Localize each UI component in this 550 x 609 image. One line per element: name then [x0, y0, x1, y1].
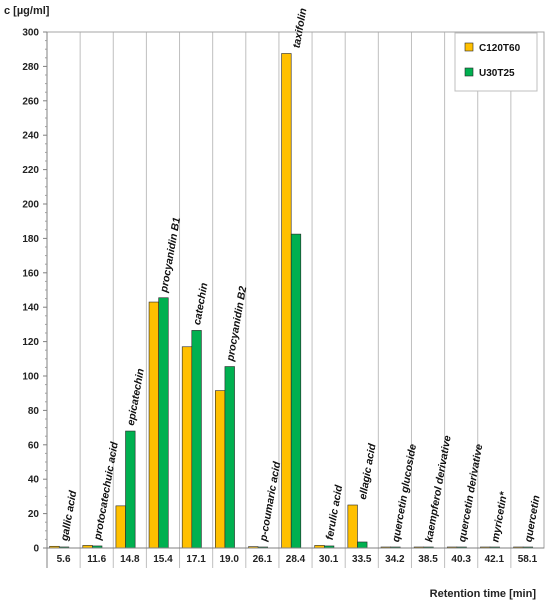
legend-label: U30T25: [479, 68, 515, 79]
x-tick-label: 26.1: [253, 554, 273, 565]
y-tick-label: 40: [28, 475, 40, 486]
bar-u30t25: [290, 233, 302, 549]
bar-u30t25: [125, 430, 136, 549]
y-axis-label: c [µg/ml]: [4, 5, 50, 17]
y-tick-label: 200: [22, 200, 39, 211]
x-tick-label: 38.5: [418, 554, 438, 565]
y-tick-label: 20: [28, 509, 40, 520]
bar-c120t60: [347, 504, 358, 549]
legend: C120T60 U30T25: [454, 32, 538, 92]
legend-label: C120T60: [479, 43, 521, 54]
axis-layer: 0 20 40 60 80 100 120 140 160 180 200 220 240 260 280 3…: [22, 28, 544, 568]
y-tick-label: 180: [22, 234, 39, 245]
y-tick-label: 220: [22, 165, 39, 176]
x-axis-label: Retention time [min]: [430, 588, 537, 600]
bar-c120t60: [148, 301, 159, 549]
legend-swatch: [464, 67, 474, 77]
y-tick-label: 280: [22, 62, 39, 73]
x-tick-label: 11.6: [87, 554, 106, 565]
y-tick-label: 140: [22, 303, 39, 314]
x-tick-label: 34.2: [385, 554, 405, 565]
y-tick-label: 100: [22, 372, 39, 383]
x-tick-label: 33.5: [352, 554, 372, 565]
y-tick-label: 120: [22, 337, 39, 348]
bar-c120t60: [215, 390, 226, 549]
y-tick-label: 80: [28, 406, 40, 417]
x-tick-label: 40.3: [451, 554, 471, 565]
x-tick-label: 14.8: [120, 554, 140, 565]
x-tick-label: 30.1: [319, 554, 339, 565]
y-tick-label: 300: [22, 28, 39, 39]
bar-c120t60: [115, 505, 126, 549]
y-tick-label: 0: [33, 544, 39, 555]
bar-u30t25: [158, 297, 169, 549]
bar-c120t60: [181, 346, 193, 549]
legend-box: [454, 32, 538, 92]
y-tick-label: 240: [22, 131, 39, 142]
x-tick-label: 19.0: [219, 554, 239, 565]
x-tick-label: 17.1: [186, 554, 206, 565]
y-tick-label: 260: [22, 96, 39, 107]
bar-u30t25: [357, 541, 368, 549]
x-tick-label: 15.4: [153, 554, 173, 565]
legend-swatch: [464, 42, 474, 52]
y-tick-label: 160: [22, 268, 39, 279]
bar-u30t25: [191, 330, 202, 549]
x-tick-label: 5.6: [57, 554, 71, 565]
x-tick-label: 42.1: [485, 554, 505, 565]
y-tick-label: 60: [28, 440, 40, 451]
bar-c120t60: [281, 53, 292, 549]
bar-u30t25: [224, 366, 235, 549]
x-tick-label: 58.1: [518, 554, 538, 565]
x-tick-label: 28.4: [286, 554, 306, 565]
